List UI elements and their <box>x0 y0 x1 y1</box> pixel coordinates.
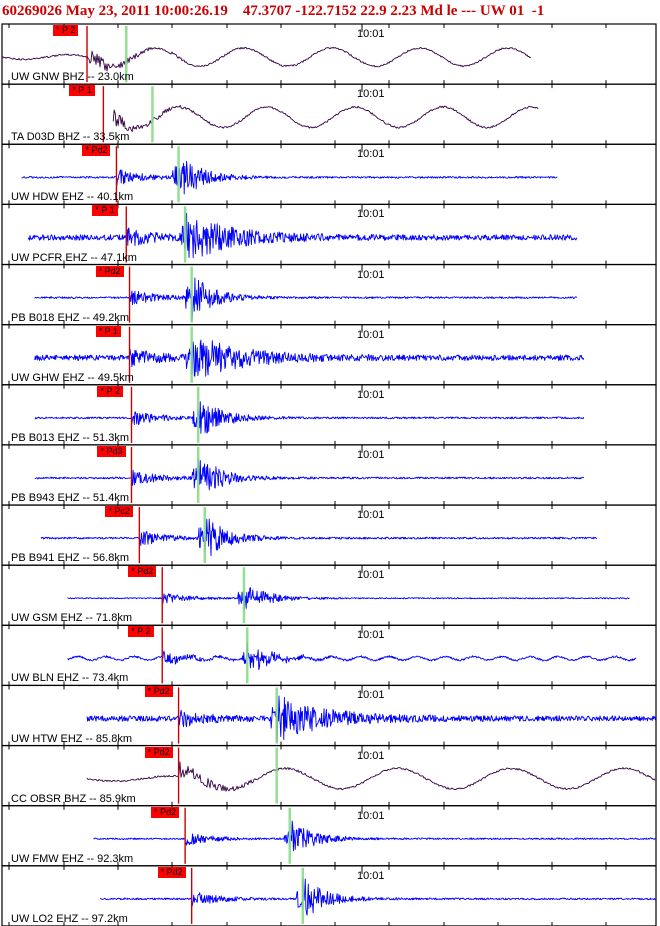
event-lon: -122.7152 <box>295 3 357 19</box>
time-tick-label: 10:01 <box>357 448 385 461</box>
pick-tag[interactable]: * Pd2 <box>95 265 124 277</box>
time-tick-label: 10:01 <box>357 629 385 642</box>
waveform-trace <box>67 641 637 671</box>
station-label: UW GSM EHZ -- 71.8km <box>11 612 133 625</box>
station-label: PB B943 EHZ -- 51.4km <box>11 492 129 505</box>
waveform-trace <box>40 518 598 557</box>
pick-tag[interactable]: * P 1 <box>95 325 121 337</box>
station-label: UW GHW EHZ -- 49.5km <box>11 371 134 384</box>
waveform-trace <box>93 820 656 852</box>
time-tick-label: 10:01 <box>357 208 385 221</box>
station-label: UW FMW EHZ -- 92.3km <box>11 852 134 865</box>
pick-tag[interactable]: * P 2 <box>53 25 79 36</box>
pick-tag[interactable]: * P 1 <box>92 205 118 217</box>
station-label: UW LO2 EHZ -- 97.2km <box>11 912 128 925</box>
waveform-trace <box>67 587 630 611</box>
time-tick-label: 10:01 <box>357 869 385 882</box>
event-date: May 23, 2011 <box>65 3 151 19</box>
event-flag: --- <box>461 3 477 19</box>
waveform-trace <box>27 212 578 259</box>
time-tick-label: 10:01 <box>357 689 385 702</box>
time-tick-label: 10:01 <box>357 569 385 582</box>
station-label: UW HTW EHZ -- 85.8km <box>11 732 132 745</box>
pick-tag[interactable]: * Pd2 <box>151 806 180 818</box>
pick-tag[interactable]: * P 1 <box>69 85 95 97</box>
pick-tag[interactable]: * Pd2 <box>128 566 157 578</box>
pick-tag[interactable]: * Pc2 <box>105 506 133 518</box>
station-label: UW PCFR EHZ -- 47.1km <box>11 251 137 264</box>
event-lat: 47.3707 <box>242 3 292 19</box>
time-tick-label: 10:01 <box>357 88 385 101</box>
event-network: UW <box>479 3 506 19</box>
time-tick-label: 10:01 <box>357 388 385 401</box>
time-tick-label: 10:01 <box>357 328 385 341</box>
event-extra: -1 <box>531 3 545 19</box>
station-label: PB B018 EHZ -- 49.2km <box>11 311 129 324</box>
pick-tag[interactable]: * P 2 <box>128 626 154 638</box>
pick-tag[interactable]: * P 2 <box>97 385 123 397</box>
time-tick-label: 10:01 <box>357 268 385 281</box>
waveform-trace <box>34 277 578 322</box>
event-version: 01 <box>509 3 525 19</box>
pick-tag[interactable]: * Pd2 <box>144 686 173 698</box>
station-label: PB B013 EHZ -- 51.3km <box>11 431 129 444</box>
pick-tag[interactable]: * Pd2 <box>82 145 111 157</box>
time-tick-label: 10:01 <box>357 749 385 762</box>
event-time: 10:00:26.19 <box>154 3 228 19</box>
time-tick-label: 10:01 <box>357 28 385 40</box>
event-header: 60269026 May 23, 2011 10:00:26.19 47.370… <box>0 0 660 22</box>
time-tick-label: 10:01 <box>357 148 385 161</box>
station-label: UW HDW EHZ -- 40.1km <box>11 191 134 204</box>
waveform-trace <box>99 877 656 916</box>
station-label: TA D03D BHZ -- 33.5km <box>11 131 130 144</box>
station-label: UW GNW BHZ -- 23.0km <box>11 71 134 84</box>
waveform-trace <box>21 160 558 195</box>
station-label: CC OBSR BHZ -- 85.9km <box>11 792 136 805</box>
waveform-trace <box>112 104 539 132</box>
event-depth: 22.9 <box>360 3 387 19</box>
waveform-trace <box>1 46 532 72</box>
pick-tag[interactable]: * Pd2 <box>157 866 186 878</box>
event-mag-type: Md <box>420 3 443 19</box>
waveform-trace <box>34 458 585 491</box>
pick-tag[interactable]: * Pd2 <box>144 746 173 758</box>
time-tick-label: 10:01 <box>357 809 385 822</box>
event-id: 60269026 <box>2 3 62 19</box>
waveform-trace <box>34 339 585 377</box>
event-etype: le <box>446 3 458 19</box>
event-magnitude: 2.23 <box>390 3 417 19</box>
waveform-trace <box>86 761 656 792</box>
station-label: UW BLN EHZ -- 73.4km <box>11 672 129 685</box>
waveform-trace <box>34 401 585 434</box>
pick-tag[interactable]: * Pd3 <box>97 445 126 457</box>
time-tick-label: 10:01 <box>357 509 385 522</box>
waveform-trace <box>86 695 657 743</box>
station-label: PB B941 EHZ -- 56.8km <box>11 552 129 565</box>
